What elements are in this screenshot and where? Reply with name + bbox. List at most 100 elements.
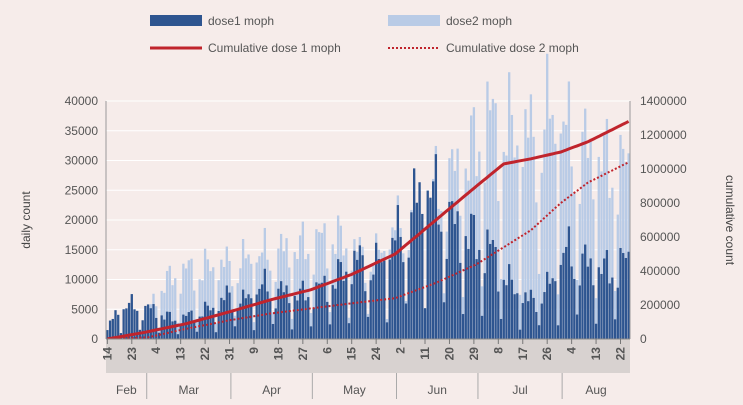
gridlines <box>106 100 630 340</box>
dose1-bar-2021-05-15 <box>350 284 353 339</box>
dose2-bar-2021-08-08 <box>581 131 584 339</box>
dose1-bar-2021-06-01 <box>396 205 400 339</box>
dose1-bar-2021-03-27 <box>217 311 220 339</box>
dose2-bar-2021-08-20 <box>613 290 617 339</box>
dose1-bar-2021-07-27 <box>548 283 552 339</box>
dose2-bar-2021-04-26 <box>298 235 302 339</box>
dose1-bar-2021-04-14 <box>266 291 269 339</box>
dose1-bar-2021-08-17 <box>605 250 609 339</box>
x-tick-label: 27 <box>296 347 310 361</box>
dose2-bar-2021-08-14 <box>597 156 600 339</box>
dose1-bar-2021-07-11 <box>505 285 508 339</box>
dose1-bar-2021-07-17 <box>521 303 524 339</box>
y-tick-label: 30000 <box>65 154 99 168</box>
x-tick-label: 22 <box>198 347 212 361</box>
dose2-bar-2021-04-23 <box>290 318 294 339</box>
dose1-bar-2021-04-02 <box>233 326 237 339</box>
dose1-bar-2021-05-22 <box>369 280 372 339</box>
dose2-bar-2021-07-14 <box>513 157 516 339</box>
dose1-bar-2021-07-03 <box>483 273 486 339</box>
dose1-bar-2021-03-20 <box>198 316 201 339</box>
dose1-bar-2021-07-25 <box>543 292 546 339</box>
dose1-bar-2021-06-26 <box>464 236 467 339</box>
dose1-bar-2021-06-27 <box>467 248 470 339</box>
dose1-bar-2021-06-19 <box>445 258 448 339</box>
axes: 0 5000 10000 15000 20000 25000 30000 35000 40000… <box>65 94 687 346</box>
legend: dose1 moph dose2 moph Cumulative dose 1 mo… <box>150 14 579 55</box>
dose1-bar-2021-05-20 <box>364 291 367 339</box>
dose1-bar-2021-05-01 <box>312 308 315 339</box>
dose1-bar-2021-06-18 <box>442 302 446 339</box>
dose2-bar-2021-06-30 <box>475 176 478 339</box>
dose2-bar-2021-08-02 <box>565 124 568 340</box>
dose1-bar-2021-04-17 <box>274 308 277 339</box>
dose1-bar-2021-03-18 <box>193 322 196 339</box>
x-tick-band <box>106 339 630 373</box>
dose1-bar-2021-02-22 <box>127 302 131 339</box>
dose2-bar-2021-07-04 <box>486 81 489 340</box>
dose1-bar-2021-06-23 <box>456 211 459 339</box>
dose1-bar-2021-03-09 <box>168 311 171 339</box>
dose2-bar-2021-07-09 <box>499 279 503 339</box>
x-tick-label: 29 <box>467 347 481 361</box>
dose1-bar-2021-06-25 <box>461 314 465 339</box>
dose1-bar-2021-07-02 <box>480 315 484 339</box>
x-axis: 14 23 4 13 22 31 9 18 27 6 15 24 2 11 20 29 8 17 26 4 13 22 Fe… <box>100 338 630 399</box>
dose2-bar-2021-03-27 <box>217 280 220 339</box>
dose2-bar-2021-08-05 <box>573 193 576 339</box>
dose1-bar-2021-06-13 <box>429 197 432 339</box>
dose1-bar-2021-07-18 <box>524 292 527 339</box>
x-tick-label: 13 <box>174 347 188 361</box>
dose2-bar-2021-07-25 <box>543 129 546 339</box>
dose1-bar-2021-02-20 <box>122 309 125 339</box>
dose1-bar-2021-02-14 <box>106 330 109 339</box>
dose1-bar-2021-02-17 <box>114 310 117 339</box>
dose1-bar-2021-05-12 <box>342 280 345 339</box>
x-tick-label: 2 <box>394 347 408 354</box>
dose2-bar-2021-03-14 <box>182 263 185 339</box>
dose1-bar-2021-08-16 <box>603 258 606 339</box>
dose1-bar-2021-05-02 <box>315 282 318 339</box>
dose1-bar-2021-07-24 <box>540 303 543 339</box>
month-label: Aug <box>585 383 606 397</box>
dose1-bar-2021-06-22 <box>453 224 457 339</box>
x-tick-label: 13 <box>589 347 603 361</box>
dose2-bar-2021-08-21 <box>616 214 619 339</box>
x-tick-label: 18 <box>271 347 285 361</box>
dose1-bar-2021-06-20 <box>448 201 451 339</box>
dose1-bar-2021-08-21 <box>616 287 619 339</box>
dose1-bar-2021-04-18 <box>277 288 280 339</box>
dose1-bar-2021-07-31 <box>559 264 562 339</box>
dose2-bar-2021-08-01 <box>562 121 565 340</box>
dose2-bar-2021-07-11 <box>505 155 508 339</box>
dose1-bar-2021-04-26 <box>298 288 302 339</box>
dose1-bar-2021-05-06 <box>326 301 329 339</box>
dose1-bar-2021-06-30 <box>475 259 478 339</box>
dose1-bar-2021-07-14 <box>513 294 516 339</box>
dose1-bar-2021-08-04 <box>570 266 573 339</box>
dose1-bar-2021-05-16 <box>353 250 356 339</box>
dose1-bar-2021-03-16 <box>187 312 190 339</box>
dose2-bar-2021-04-27 <box>301 221 304 339</box>
dose1-bar-2021-03-10 <box>171 321 174 339</box>
dose2-bar-2021-08-09 <box>584 108 587 339</box>
dose1-bar-2021-05-17 <box>355 259 359 339</box>
y2-tick-label: 600000 <box>640 230 680 244</box>
y2-tick-label: 800000 <box>640 196 680 210</box>
dose1-bar-2021-06-21 <box>451 201 454 339</box>
dose1-bar-2021-04-24 <box>293 295 296 339</box>
y-tick-label: 25000 <box>65 183 99 197</box>
dose1-bar-2021-04-22 <box>288 303 291 339</box>
dose1-bar-2021-03-02 <box>149 308 152 339</box>
dose1-bar-2021-07-06 <box>491 239 495 339</box>
dose2-bar-2021-08-03 <box>567 81 571 340</box>
x-tick-label: 11 <box>418 347 432 360</box>
x-tick-label: 31 <box>223 347 237 361</box>
dose1-bar-2021-04-09 <box>252 330 256 339</box>
dose1-bar-2021-06-24 <box>459 262 462 339</box>
dose1-bar-2021-06-14 <box>432 181 435 339</box>
dose1-bar-2021-03-06 <box>160 315 163 339</box>
dose1-bar-2021-06-28 <box>470 213 473 339</box>
dose1-bar-2021-04-04 <box>239 303 242 339</box>
dose1-bar-2021-04-08 <box>250 298 253 339</box>
